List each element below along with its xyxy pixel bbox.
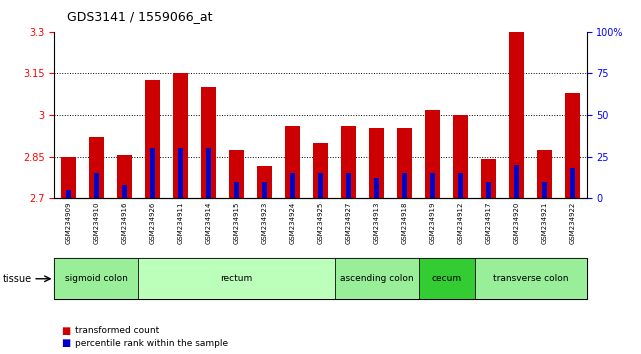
Text: GSM234925: GSM234925 <box>317 202 324 244</box>
Bar <box>257 166 272 198</box>
Bar <box>235 182 238 198</box>
Bar <box>474 258 587 299</box>
Bar <box>542 182 547 198</box>
Text: ■: ■ <box>61 338 70 348</box>
Bar <box>403 173 406 198</box>
Bar <box>54 258 138 299</box>
Bar <box>481 159 496 198</box>
Text: GSM234909: GSM234909 <box>65 202 72 244</box>
Bar <box>419 258 474 299</box>
Bar <box>565 93 580 198</box>
Text: GSM234927: GSM234927 <box>345 202 351 244</box>
Bar <box>173 74 188 198</box>
Text: sigmoid colon: sigmoid colon <box>65 274 128 283</box>
Bar <box>229 150 244 198</box>
Bar <box>425 109 440 198</box>
Bar <box>319 173 322 198</box>
Text: transformed count: transformed count <box>75 326 159 336</box>
Bar <box>262 182 267 198</box>
Text: transverse colon: transverse colon <box>493 274 569 283</box>
Bar <box>570 168 575 198</box>
Bar <box>290 173 295 198</box>
Bar <box>453 115 468 198</box>
Text: GSM234917: GSM234917 <box>485 202 492 244</box>
Bar <box>514 165 519 198</box>
Text: GSM234919: GSM234919 <box>429 202 435 244</box>
Text: GSM234915: GSM234915 <box>233 202 240 244</box>
Bar <box>138 258 335 299</box>
Bar <box>458 173 463 198</box>
Text: GSM234916: GSM234916 <box>122 202 128 244</box>
Text: percentile rank within the sample: percentile rank within the sample <box>75 339 228 348</box>
Bar <box>145 80 160 198</box>
Bar <box>509 32 524 198</box>
Bar <box>313 143 328 198</box>
Bar <box>397 127 412 198</box>
Text: GSM234921: GSM234921 <box>542 202 547 244</box>
Bar <box>61 156 76 198</box>
Text: GSM234922: GSM234922 <box>569 202 576 244</box>
Bar <box>201 87 216 198</box>
Bar <box>206 148 211 198</box>
Bar <box>346 173 351 198</box>
Text: cecum: cecum <box>431 274 462 283</box>
Text: rectum: rectum <box>221 274 253 283</box>
Text: ascending colon: ascending colon <box>340 274 413 283</box>
Bar <box>178 148 183 198</box>
Text: ■: ■ <box>61 326 70 336</box>
Bar <box>335 258 419 299</box>
Text: GSM234926: GSM234926 <box>149 202 156 244</box>
Bar <box>537 150 552 198</box>
Bar <box>374 178 379 198</box>
Text: GSM234913: GSM234913 <box>374 202 379 244</box>
Text: GDS3141 / 1559066_at: GDS3141 / 1559066_at <box>67 10 213 23</box>
Bar <box>122 185 127 198</box>
Bar <box>151 148 154 198</box>
Bar <box>117 155 132 198</box>
Text: GSM234911: GSM234911 <box>178 202 183 244</box>
Bar <box>89 137 104 198</box>
Text: GSM234920: GSM234920 <box>513 202 519 244</box>
Bar <box>341 126 356 198</box>
Bar <box>487 182 490 198</box>
Text: GSM234914: GSM234914 <box>206 202 212 244</box>
Bar <box>285 126 300 198</box>
Text: GSM234924: GSM234924 <box>290 202 296 244</box>
Bar <box>369 127 384 198</box>
Bar <box>94 173 99 198</box>
Text: GSM234923: GSM234923 <box>262 202 267 244</box>
Text: GSM234912: GSM234912 <box>458 202 463 244</box>
Bar <box>430 173 435 198</box>
Text: GSM234918: GSM234918 <box>401 202 408 244</box>
Bar <box>66 190 71 198</box>
Text: GSM234910: GSM234910 <box>94 202 99 244</box>
Text: tissue: tissue <box>3 274 32 284</box>
